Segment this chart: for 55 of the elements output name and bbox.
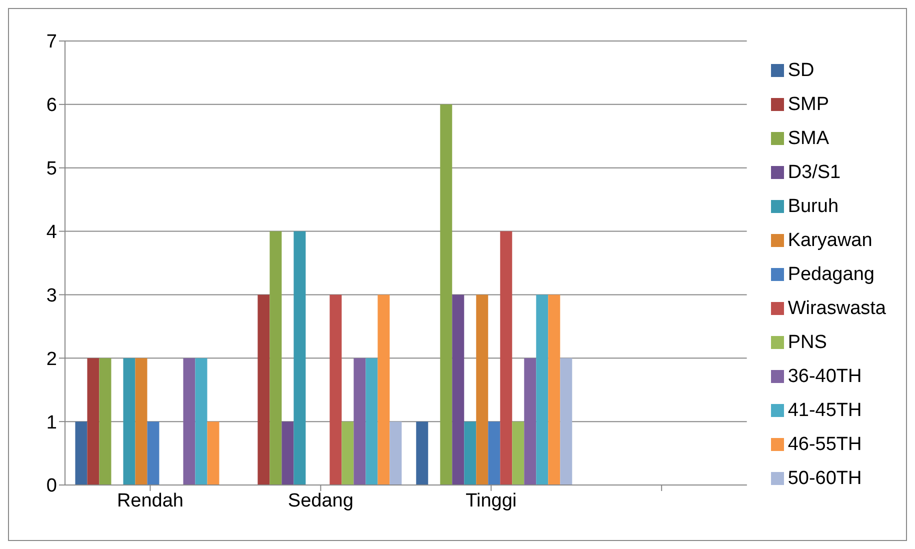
bar xyxy=(87,358,100,485)
legend-label: PNS xyxy=(788,332,827,352)
y-tick-label: 4 xyxy=(46,222,58,244)
y-tick-label: 1 xyxy=(46,412,57,434)
legend-label: 50-60TH xyxy=(788,468,862,488)
bar xyxy=(183,358,196,485)
bar xyxy=(282,422,294,485)
y-tick-label: 0 xyxy=(46,476,57,497)
bar xyxy=(560,358,572,485)
bar xyxy=(366,358,378,485)
bar xyxy=(354,358,366,485)
bar xyxy=(135,358,148,485)
bar xyxy=(270,231,282,485)
bar xyxy=(75,422,88,485)
bar xyxy=(294,231,306,485)
bar xyxy=(342,422,354,485)
y-tick-label: 2 xyxy=(46,348,57,370)
bar xyxy=(207,422,220,485)
bar xyxy=(500,231,512,485)
legend-label: Pedagang xyxy=(788,264,874,284)
bar xyxy=(464,422,476,485)
bar xyxy=(99,358,112,485)
bar xyxy=(390,422,402,485)
x-tick-label: Tinggi xyxy=(466,490,517,512)
y-tick-label: 3 xyxy=(46,285,57,306)
legend-label: SMA xyxy=(788,128,829,148)
bar xyxy=(147,422,160,485)
legend-label: Buruh xyxy=(788,196,839,216)
y-tick-label: 7 xyxy=(46,32,57,53)
legend-label: 36-40TH xyxy=(788,366,862,386)
bar xyxy=(488,422,500,485)
x-tick-label: Rendah xyxy=(116,490,184,512)
bar xyxy=(536,294,548,485)
bar xyxy=(476,294,488,485)
legend-label: Karyawan xyxy=(788,230,872,250)
bar xyxy=(512,422,524,485)
bar xyxy=(330,294,342,485)
legend-label: D3/S1 xyxy=(788,162,841,182)
legend-label: 41-45TH xyxy=(788,400,862,420)
x-tick-label: Sedang xyxy=(288,490,354,512)
bar xyxy=(452,294,464,485)
y-tick-label: 5 xyxy=(46,158,57,180)
legend-label: SD xyxy=(788,60,814,80)
legend-label: Wiraswasta xyxy=(788,298,886,318)
legend-label: 46-55TH xyxy=(788,434,862,454)
bar xyxy=(123,358,136,485)
bar xyxy=(258,294,270,485)
bar xyxy=(378,294,390,485)
bar xyxy=(195,358,208,485)
bar xyxy=(548,294,560,485)
bar xyxy=(440,104,452,485)
bar xyxy=(416,422,428,485)
legend-label: SMP xyxy=(788,94,829,114)
y-tick-label: 6 xyxy=(46,95,57,116)
bar xyxy=(524,358,536,485)
